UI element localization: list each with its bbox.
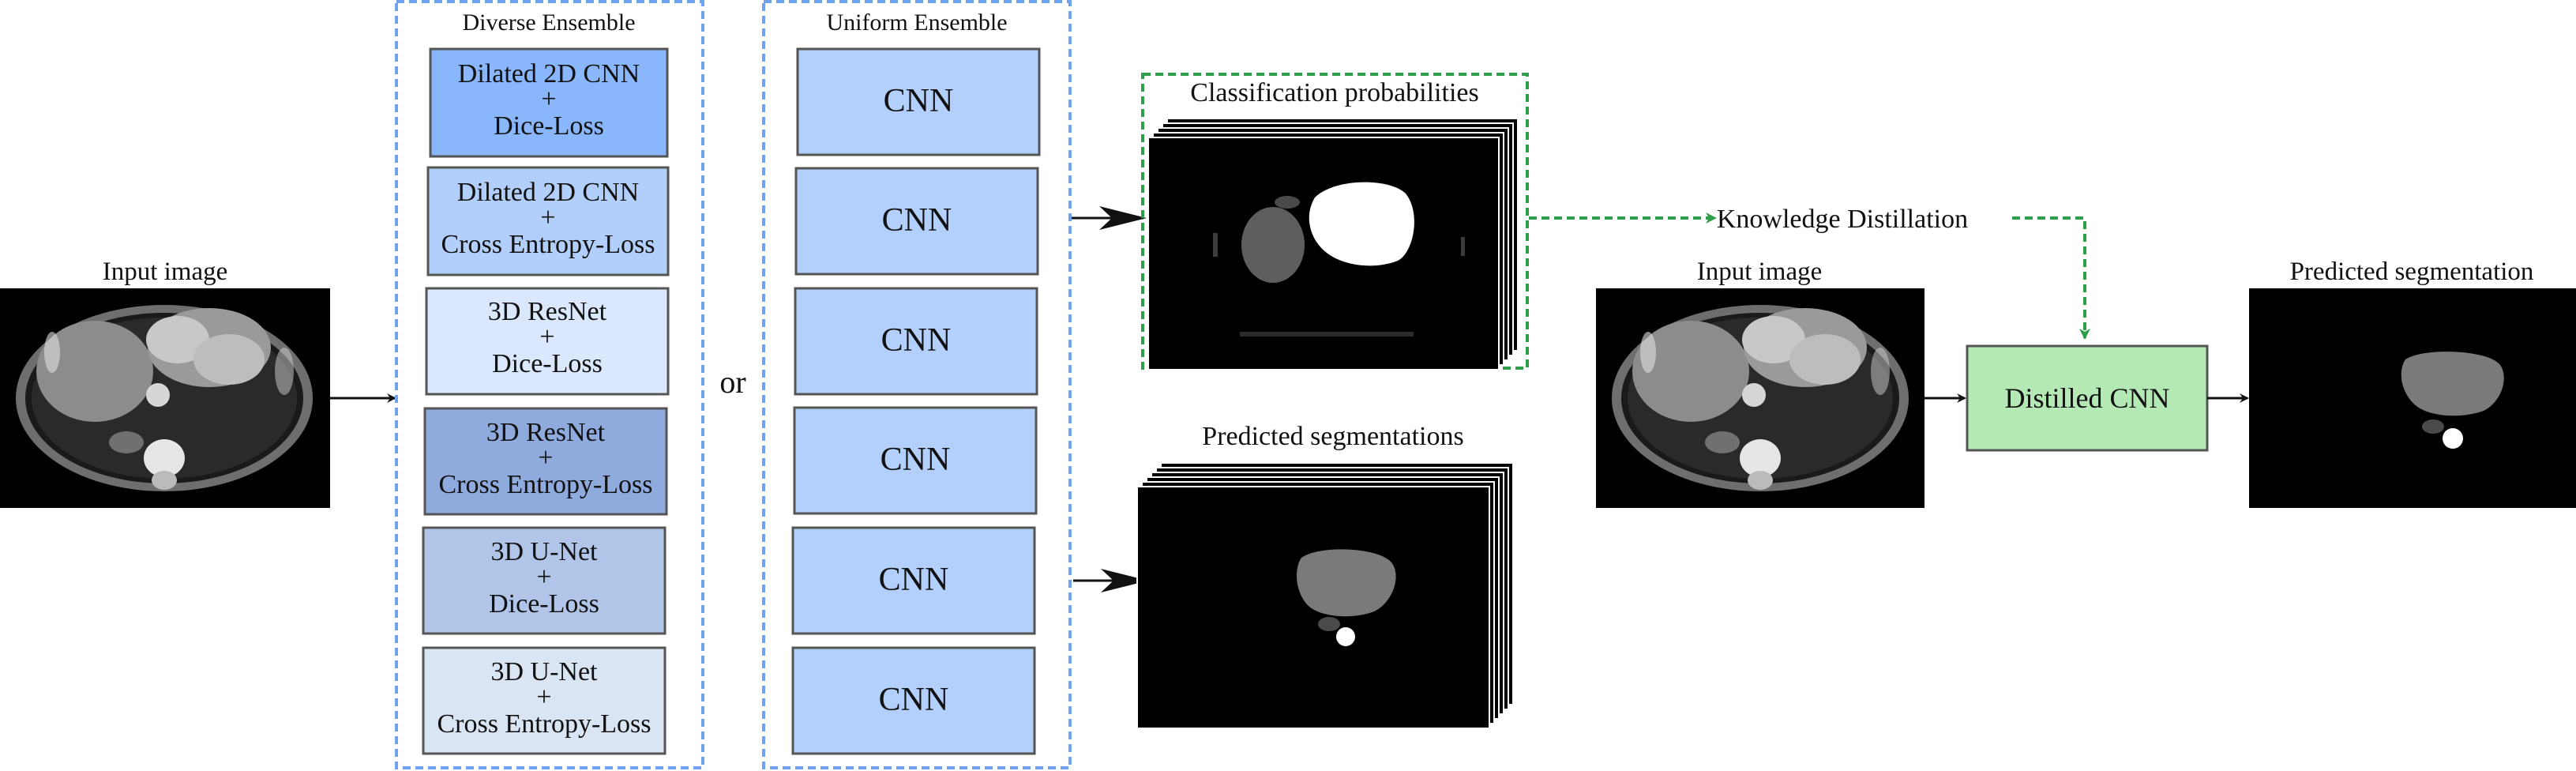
uniform-ensemble-title: Uniform Ensemble bbox=[826, 9, 1007, 36]
diverse-model-box: 3D ResNet + Dice-Loss bbox=[425, 287, 670, 396]
svg-text:CNN: CNN bbox=[879, 562, 949, 598]
uniform-model-box: CNN bbox=[793, 406, 1038, 515]
distilled-cnn-rect bbox=[1966, 344, 2209, 452]
uniform-model-box: CNN bbox=[796, 47, 1041, 156]
probabilities-frame bbox=[1141, 73, 1529, 370]
segmentation-stack bbox=[1136, 462, 1514, 729]
diverse-model-box-rect bbox=[429, 47, 669, 158]
uniform-model-box: CNN bbox=[791, 646, 1036, 755]
svg-text:Dice-Loss: Dice-Loss bbox=[489, 589, 599, 619]
probabilities-label: Classification probabilities bbox=[1190, 78, 1478, 107]
svg-text:Cross Entropy-Loss: Cross Entropy-Loss bbox=[441, 230, 655, 259]
segmentations-label: Predicted segmentations bbox=[1202, 422, 1463, 451]
uniform-model-box: CNN bbox=[791, 526, 1036, 635]
uniform-model-box-rect bbox=[794, 167, 1039, 276]
svg-text:+: + bbox=[539, 322, 554, 352]
input-image-label: Input image bbox=[103, 258, 228, 286]
svg-text:CNN: CNN bbox=[881, 322, 952, 359]
uniform-model-box-rect bbox=[794, 287, 1038, 396]
svg-text:Cross Entropy-Loss: Cross Entropy-Loss bbox=[438, 470, 652, 499]
svg-text:3D U-Net: 3D U-Net bbox=[490, 537, 598, 566]
svg-text:Dilated 2D CNN: Dilated 2D CNN bbox=[457, 178, 639, 207]
distill-input-ct-image bbox=[1596, 288, 1924, 508]
svg-text:+: + bbox=[540, 203, 555, 232]
svg-text:+: + bbox=[536, 562, 551, 592]
diverse-model-box-rect bbox=[422, 526, 667, 635]
input-ct-image bbox=[0, 288, 330, 508]
diverse-model-box: Dilated 2D CNN + Cross Entropy-Loss bbox=[426, 166, 670, 276]
svg-text:+: + bbox=[536, 683, 551, 712]
diverse-model-box: Dilated 2D CNN + Dice-Loss bbox=[429, 47, 669, 158]
uniform-ensemble-frame bbox=[762, 0, 1072, 769]
diverse-model-box-rect bbox=[425, 287, 670, 396]
svg-text:+: + bbox=[538, 443, 553, 472]
svg-text:Cross Entropy-Loss: Cross Entropy-Loss bbox=[437, 709, 651, 739]
svg-text:Dice-Loss: Dice-Loss bbox=[492, 349, 603, 378]
uniform-model-box-rect bbox=[796, 47, 1041, 156]
uniform-model-box-rect bbox=[791, 526, 1036, 635]
uniform-model-box: CNN bbox=[794, 287, 1038, 396]
probability-map-stack bbox=[1147, 118, 1519, 370]
diverse-ensemble-frame bbox=[395, 0, 704, 769]
svg-text:CNN: CNN bbox=[879, 682, 949, 718]
diverse-ensemble-title: Diverse Ensemble bbox=[462, 9, 635, 36]
predicted-segmentation-image bbox=[2249, 288, 2576, 508]
or-label: or bbox=[719, 364, 745, 400]
diverse-model-box-rect bbox=[422, 646, 667, 755]
uniform-model-box-rect bbox=[791, 646, 1036, 755]
distillation-arrow-to-student bbox=[2012, 216, 2090, 340]
svg-text:Dice-Loss: Dice-Loss bbox=[494, 111, 604, 141]
svg-text:3D ResNet: 3D ResNet bbox=[486, 418, 606, 447]
distilled-cnn-label: Distilled CNN bbox=[2004, 382, 2169, 414]
svg-text:+: + bbox=[541, 85, 556, 114]
svg-text:CNN: CNN bbox=[884, 83, 954, 119]
predicted-segmentation-label: Predicted segmentation bbox=[2290, 258, 2534, 286]
uniform-model-box: CNN bbox=[794, 167, 1039, 276]
diverse-model-box: 3D U-Net + Dice-Loss bbox=[422, 526, 667, 635]
uniform-model-box-rect bbox=[793, 406, 1038, 515]
svg-text:Dilated 2D CNN: Dilated 2D CNN bbox=[458, 59, 640, 88]
distill-input-image-label: Input image bbox=[1697, 258, 1823, 286]
distilled-cnn-box: Distilled CNN bbox=[1966, 344, 2209, 452]
svg-text:3D ResNet: 3D ResNet bbox=[488, 297, 607, 326]
diverse-model-box-rect bbox=[426, 166, 670, 276]
knowledge-distillation-label: Knowledge Distillation bbox=[1717, 205, 1968, 234]
diverse-model-box-rect bbox=[423, 407, 668, 516]
svg-text:3D U-Net: 3D U-Net bbox=[490, 657, 598, 686]
svg-text:CNN: CNN bbox=[881, 442, 951, 478]
diverse-model-box: 3D U-Net + Cross Entropy-Loss bbox=[422, 646, 667, 755]
diverse-model-box: 3D ResNet + Cross Entropy-Loss bbox=[423, 407, 668, 516]
svg-text:CNN: CNN bbox=[882, 202, 952, 239]
